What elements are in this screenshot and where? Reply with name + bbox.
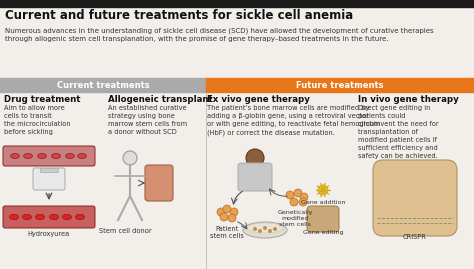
Ellipse shape	[253, 227, 257, 231]
Text: Direct gene editing in
patients could
circumvent the need for
transplantation of: Direct gene editing in patients could ci…	[358, 105, 438, 159]
Text: Current and future treatments for sickle cell anemia: Current and future treatments for sickle…	[5, 9, 353, 22]
Ellipse shape	[52, 154, 61, 158]
Ellipse shape	[78, 154, 86, 158]
Ellipse shape	[318, 185, 328, 195]
Text: Aim to allow more
cells to transit
the microcirculation
before sickling: Aim to allow more cells to transit the m…	[4, 105, 71, 135]
Bar	[206, 78, 474, 92]
Ellipse shape	[220, 213, 228, 221]
Ellipse shape	[258, 229, 262, 233]
Ellipse shape	[65, 154, 74, 158]
Ellipse shape	[22, 214, 31, 220]
FancyBboxPatch shape	[33, 168, 65, 190]
Ellipse shape	[246, 149, 264, 167]
Text: Hydroxyurea: Hydroxyurea	[28, 231, 70, 237]
Ellipse shape	[24, 154, 33, 158]
Ellipse shape	[228, 214, 236, 222]
Ellipse shape	[273, 227, 277, 231]
FancyBboxPatch shape	[3, 146, 95, 166]
Ellipse shape	[290, 198, 298, 206]
Text: Gene addition: Gene addition	[301, 200, 345, 205]
Ellipse shape	[123, 151, 137, 165]
Ellipse shape	[9, 214, 18, 220]
Ellipse shape	[299, 198, 307, 206]
Text: Numerous advances in the understanding of sickle cell disease (SCD) have allowed: Numerous advances in the understanding o…	[5, 27, 434, 42]
Ellipse shape	[268, 229, 272, 233]
Ellipse shape	[247, 223, 283, 233]
FancyBboxPatch shape	[238, 163, 272, 191]
Text: Allogeneic transplant: Allogeneic transplant	[108, 95, 213, 104]
Ellipse shape	[36, 214, 45, 220]
Text: Current treatments: Current treatments	[57, 80, 149, 90]
Text: Genetically
modified
stem cells: Genetically modified stem cells	[277, 210, 313, 226]
Text: An established curative
strategy using bone
marrow stem cells from
a donor witho: An established curative strategy using b…	[108, 105, 187, 135]
Ellipse shape	[75, 214, 84, 220]
Ellipse shape	[217, 208, 225, 216]
Text: Drug treatment: Drug treatment	[4, 95, 81, 104]
Ellipse shape	[63, 214, 72, 220]
Ellipse shape	[286, 191, 294, 199]
Text: Ex vivo gene therapy: Ex vivo gene therapy	[207, 95, 310, 104]
Text: The patient’s bone marrow cells are modified by
adding a β-globin gene, using a : The patient’s bone marrow cells are modi…	[207, 105, 380, 136]
Text: Gene editing: Gene editing	[303, 230, 343, 235]
FancyBboxPatch shape	[3, 206, 95, 228]
FancyBboxPatch shape	[307, 206, 339, 232]
Bar	[0, 78, 206, 92]
Ellipse shape	[223, 205, 231, 213]
Text: Stem cell donor: Stem cell donor	[99, 228, 151, 234]
Ellipse shape	[294, 189, 302, 197]
Ellipse shape	[243, 222, 287, 238]
Bar	[0, 0, 474, 7]
Text: In vivo gene therapy: In vivo gene therapy	[358, 95, 459, 104]
Ellipse shape	[300, 193, 308, 201]
Text: Patient
stem cells: Patient stem cells	[210, 226, 244, 239]
Ellipse shape	[263, 226, 267, 230]
Text: CRISPR: CRISPR	[403, 234, 427, 240]
Bar	[40, 168, 58, 172]
FancyBboxPatch shape	[373, 160, 457, 236]
Ellipse shape	[230, 208, 238, 216]
FancyBboxPatch shape	[145, 165, 173, 201]
Ellipse shape	[49, 214, 58, 220]
Text: Future treatments: Future treatments	[296, 80, 384, 90]
Ellipse shape	[37, 154, 46, 158]
Ellipse shape	[10, 154, 19, 158]
